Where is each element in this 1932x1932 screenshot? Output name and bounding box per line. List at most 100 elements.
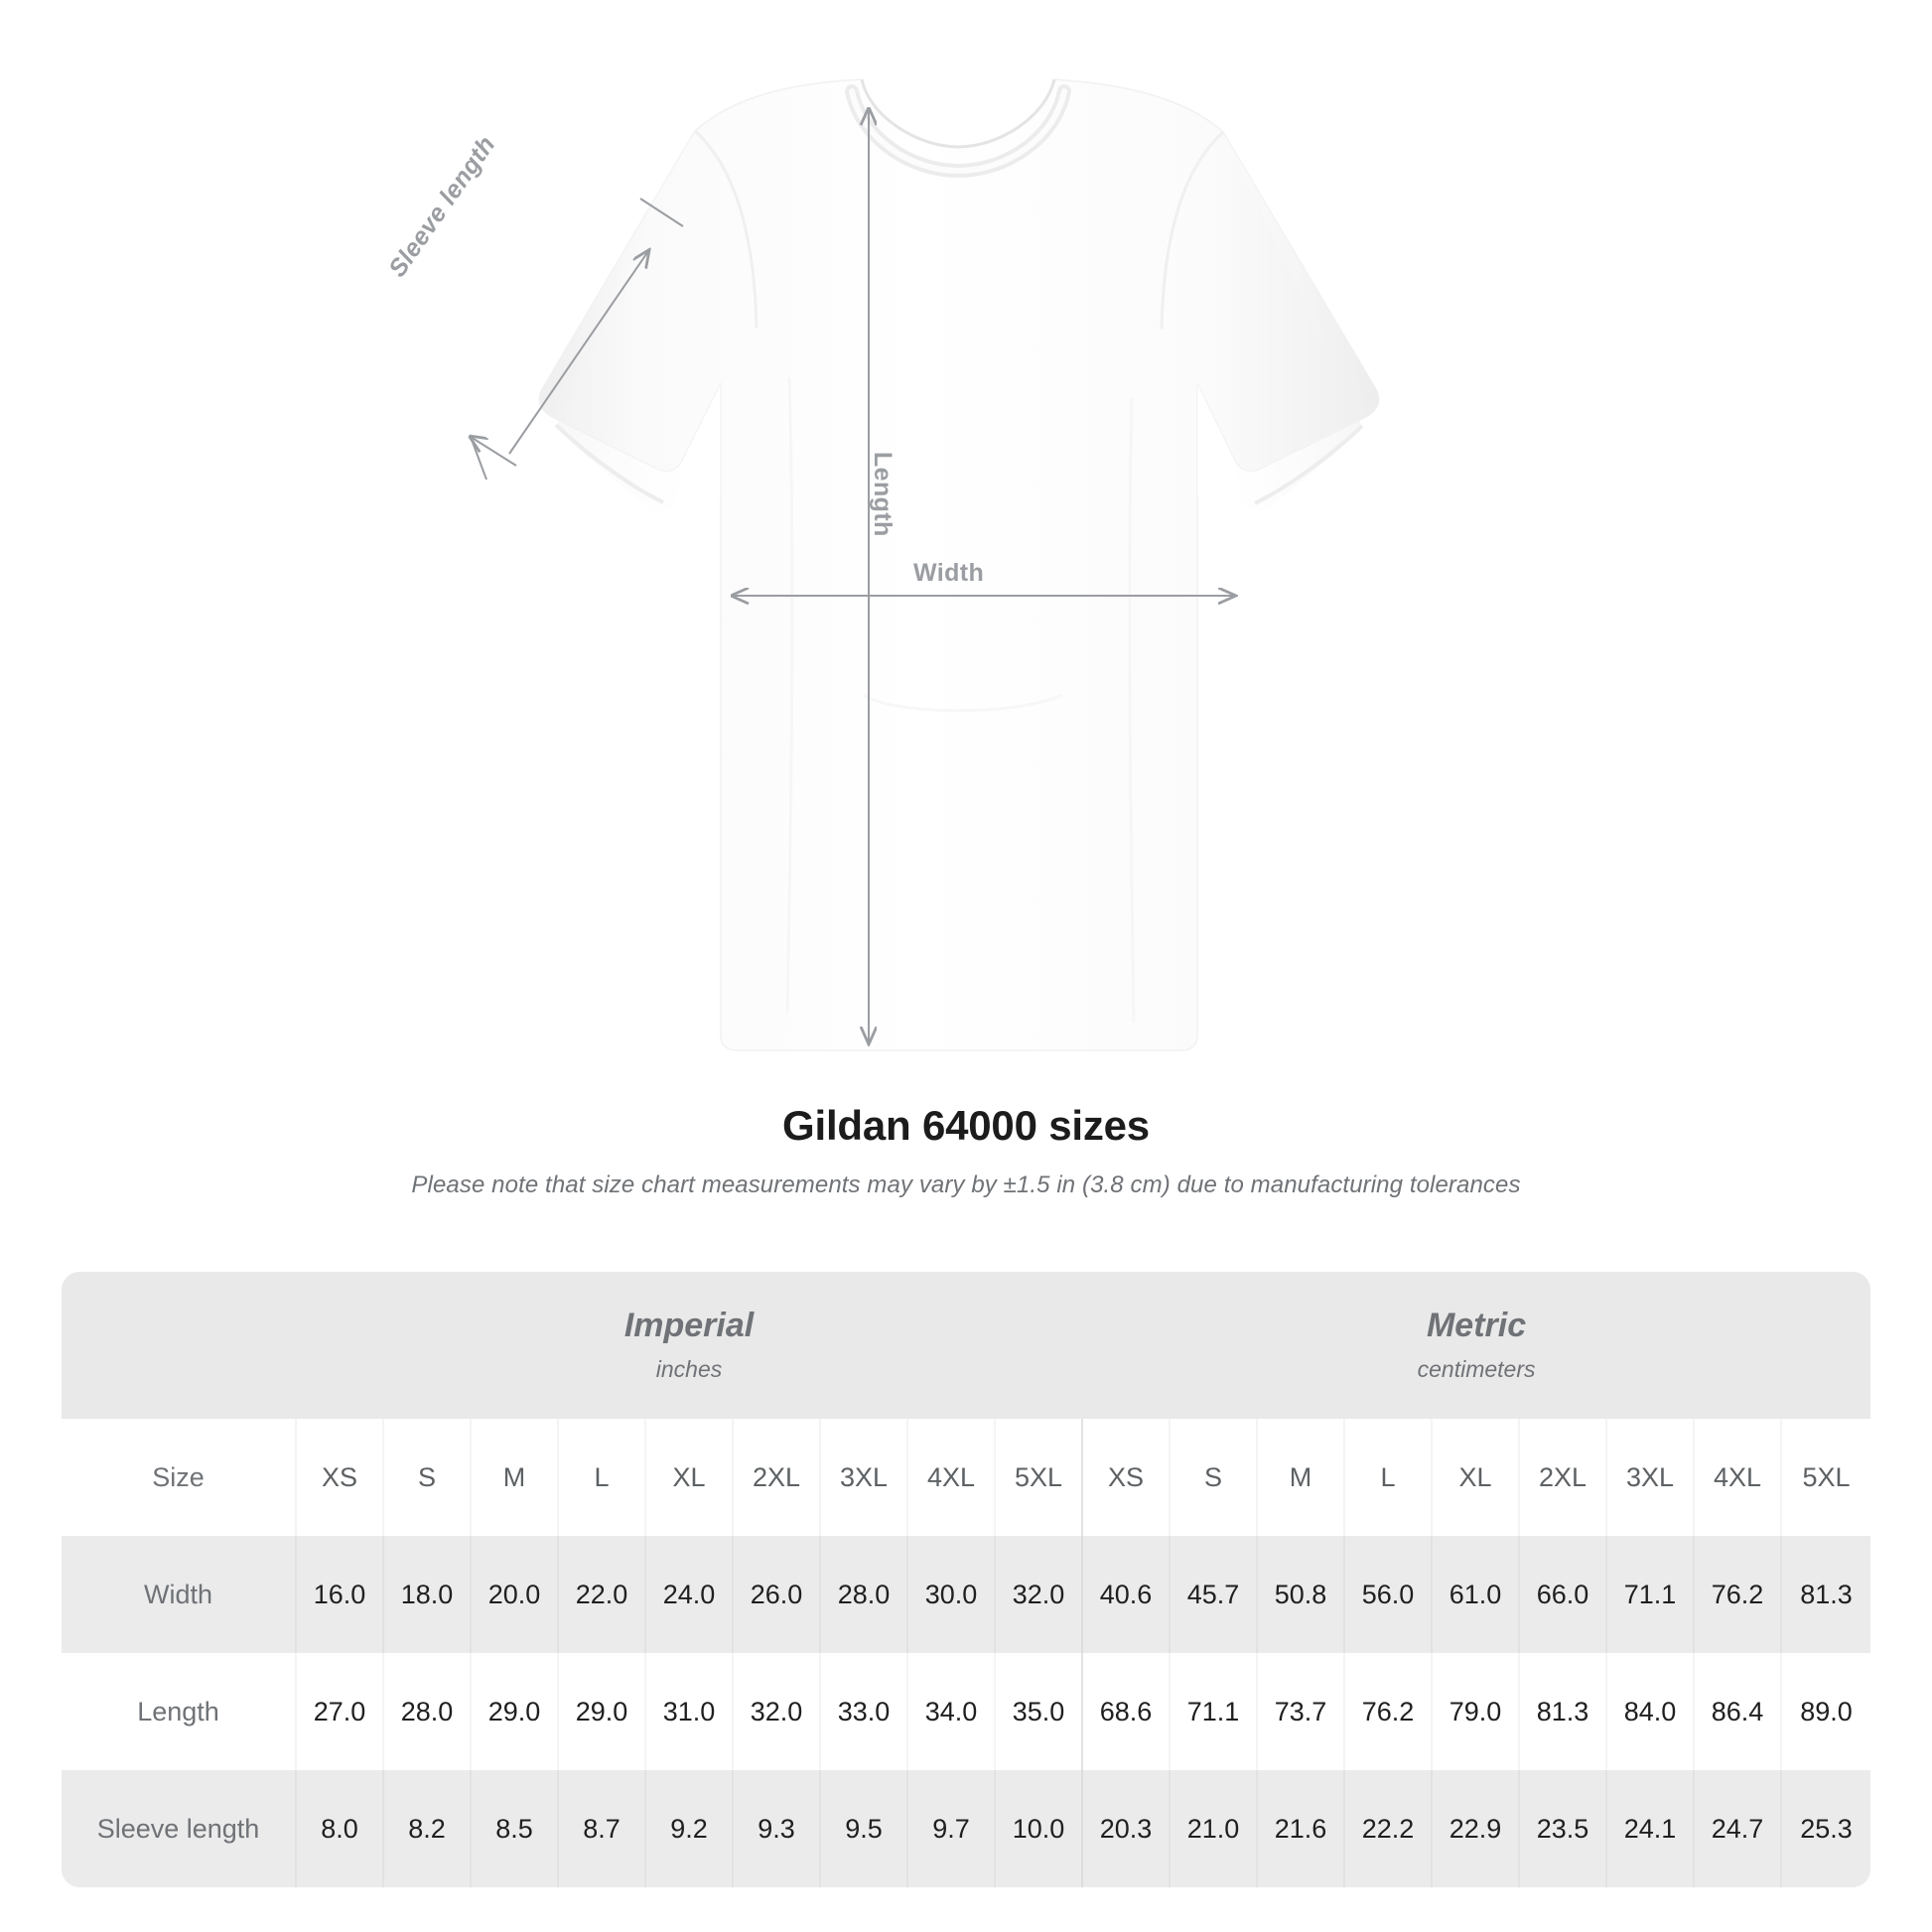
measurement-lines [471, 109, 1234, 1042]
size-col-met-4xl: 4XL [1693, 1419, 1782, 1536]
size-col-met-m: M [1256, 1419, 1345, 1536]
unit-sub-imperial: inches [655, 1355, 723, 1382]
cell-width-imp-2xl: 26.0 [732, 1536, 820, 1653]
cell-sleeve-met-m: 21.6 [1256, 1770, 1345, 1887]
size-col-imp-s: S [382, 1419, 471, 1536]
tshirt-diagram: Sleeve length Length Width [0, 78, 1380, 1051]
size-col-met-l: L [1343, 1419, 1433, 1536]
cell-width-met-xs: 40.6 [1081, 1536, 1171, 1653]
cell-sleeve-imp-xl: 9.2 [644, 1770, 733, 1887]
size-col-met-5xl: 5XL [1780, 1419, 1871, 1536]
table-row: Sleeve length 8.0 8.2 8.5 8.7 9.2 9.3 9.… [62, 1770, 1871, 1887]
row-header-width: Width [62, 1536, 296, 1653]
cell-length-imp-2xl: 32.0 [732, 1653, 820, 1770]
cell-sleeve-met-xs: 20.3 [1081, 1770, 1171, 1887]
title-block: Gildan 64000 sizes Please note that size… [0, 1102, 1932, 1199]
cell-width-imp-l: 22.0 [557, 1536, 645, 1653]
unit-group-metric: Metric centimeters [1082, 1272, 1871, 1419]
size-col-imp-xl: XL [644, 1419, 733, 1536]
size-col-imp-3xl: 3XL [819, 1419, 907, 1536]
sleeve-cap-bottom-arrow [471, 437, 517, 467]
cell-length-imp-4xl: 34.0 [906, 1653, 995, 1770]
unit-sub-metric: centimeters [1417, 1355, 1536, 1382]
width-label: Width [913, 559, 985, 587]
cell-width-imp-3xl: 28.0 [819, 1536, 907, 1653]
sleeve-measure-line [508, 251, 648, 455]
cell-length-met-xl: 79.0 [1431, 1653, 1520, 1770]
cell-length-met-l: 76.2 [1343, 1653, 1433, 1770]
size-table: Imperial inches Metric centimeters Size … [62, 1272, 1871, 1887]
row-header-length: Length [62, 1653, 296, 1770]
cell-sleeve-imp-s: 8.2 [382, 1770, 471, 1887]
table-row: Width 16.0 18.0 20.0 22.0 24.0 26.0 28.0… [62, 1536, 1871, 1653]
size-col-imp-m: M [470, 1419, 558, 1536]
cell-length-met-xs: 68.6 [1081, 1653, 1171, 1770]
cell-sleeve-met-4xl: 24.7 [1693, 1770, 1782, 1887]
cell-width-imp-m: 20.0 [470, 1536, 558, 1653]
cell-length-met-3xl: 84.0 [1605, 1653, 1695, 1770]
cell-length-imp-s: 28.0 [382, 1653, 471, 1770]
cell-width-met-s: 45.7 [1169, 1536, 1258, 1653]
cell-width-imp-xl: 24.0 [644, 1536, 733, 1653]
cell-width-met-2xl: 66.0 [1518, 1536, 1607, 1653]
shirt-shape [538, 78, 1380, 1051]
size-col-met-xl: XL [1431, 1419, 1520, 1536]
size-table-wrapper: Imperial inches Metric centimeters Size … [62, 1272, 1871, 1887]
cell-width-met-3xl: 71.1 [1605, 1536, 1695, 1653]
cell-length-imp-5xl: 35.0 [993, 1653, 1083, 1770]
unit-group-imperial: Imperial inches [296, 1272, 1083, 1419]
cell-length-imp-3xl: 33.0 [819, 1653, 907, 1770]
cell-length-met-4xl: 86.4 [1693, 1653, 1782, 1770]
cell-width-met-m: 50.8 [1256, 1536, 1345, 1653]
cell-sleeve-met-s: 21.0 [1169, 1770, 1258, 1887]
cell-sleeve-met-5xl: 25.3 [1780, 1770, 1871, 1887]
size-col-imp-5xl: 5XL [993, 1419, 1083, 1536]
unit-header-row: Imperial inches Metric centimeters [62, 1272, 1871, 1419]
cell-sleeve-imp-m: 8.5 [470, 1770, 558, 1887]
row-header-size: Size [62, 1419, 296, 1536]
size-col-met-2xl: 2XL [1518, 1419, 1607, 1536]
cell-width-met-5xl: 81.3 [1780, 1536, 1871, 1653]
tshirt-illustration [0, 78, 1380, 1051]
row-header-sleeve-length: Sleeve length [62, 1770, 296, 1887]
cell-length-met-5xl: 89.0 [1780, 1653, 1871, 1770]
cell-length-imp-m: 29.0 [470, 1653, 558, 1770]
cell-sleeve-imp-xs: 8.0 [295, 1770, 383, 1887]
cell-sleeve-met-l: 22.2 [1343, 1770, 1433, 1887]
sleeve-cap-bottom [470, 436, 487, 481]
size-col-met-3xl: 3XL [1605, 1419, 1695, 1536]
cell-sleeve-imp-2xl: 9.3 [732, 1770, 820, 1887]
table-row-size: Size XS S M L XL 2XL 3XL 4XL 5XL XS S M … [62, 1419, 1871, 1536]
cell-length-met-m: 73.7 [1256, 1653, 1345, 1770]
cell-length-imp-xl: 31.0 [644, 1653, 733, 1770]
cell-width-imp-xs: 16.0 [295, 1536, 383, 1653]
cell-sleeve-imp-l: 8.7 [557, 1770, 645, 1887]
size-col-imp-l: L [557, 1419, 645, 1536]
cell-width-imp-5xl: 32.0 [993, 1536, 1083, 1653]
unit-name-metric: Metric [1426, 1306, 1527, 1344]
cell-sleeve-imp-4xl: 9.7 [906, 1770, 995, 1887]
cell-length-imp-xs: 27.0 [295, 1653, 383, 1770]
size-col-met-s: S [1169, 1419, 1258, 1536]
table-row: Length 27.0 28.0 29.0 29.0 31.0 32.0 33.… [62, 1653, 1871, 1770]
size-col-imp-2xl: 2XL [732, 1419, 820, 1536]
size-col-imp-xs: XS [295, 1419, 383, 1536]
cell-sleeve-met-2xl: 23.5 [1518, 1770, 1607, 1887]
cell-sleeve-met-xl: 22.9 [1431, 1770, 1520, 1887]
cell-width-imp-4xl: 30.0 [906, 1536, 995, 1653]
size-col-met-xs: XS [1081, 1419, 1171, 1536]
cell-length-imp-l: 29.0 [557, 1653, 645, 1770]
cell-sleeve-met-3xl: 24.1 [1605, 1770, 1695, 1887]
page-subtitle: Please note that size chart measurements… [411, 1172, 1521, 1198]
unit-band-spacer [62, 1272, 296, 1419]
sleeve-cap-top [639, 198, 684, 227]
size-col-imp-4xl: 4XL [906, 1419, 995, 1536]
cell-sleeve-imp-3xl: 9.5 [819, 1770, 907, 1887]
cell-length-met-s: 71.1 [1169, 1653, 1258, 1770]
cell-width-imp-s: 18.0 [382, 1536, 471, 1653]
page-title: Gildan 64000 sizes [782, 1102, 1150, 1149]
length-label: Length [869, 452, 897, 537]
cell-width-met-l: 56.0 [1343, 1536, 1433, 1653]
unit-name-imperial: Imperial [623, 1306, 755, 1344]
